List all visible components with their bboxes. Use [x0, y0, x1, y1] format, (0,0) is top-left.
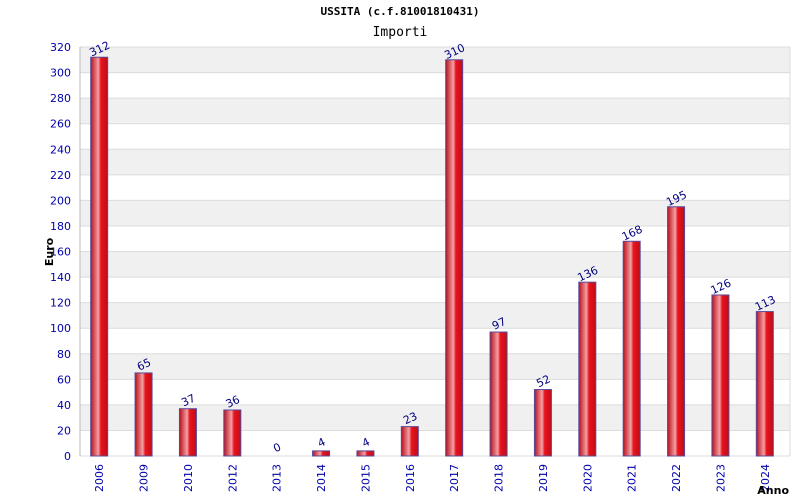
x-tick-label: 2009 — [138, 464, 151, 492]
x-tick-label: 2006 — [93, 464, 106, 492]
bar-2015 — [356, 450, 375, 457]
y-tick-label: 120 — [50, 297, 71, 310]
data-label: 52 — [534, 373, 552, 391]
bar-2010 — [178, 408, 197, 457]
data-label: 37 — [179, 392, 197, 410]
x-tick-label: 2021 — [626, 464, 639, 492]
data-label: 4 — [360, 435, 372, 450]
data-label: 126 — [709, 276, 734, 297]
bar-2019 — [533, 389, 552, 457]
x-tick-label: 2019 — [537, 464, 550, 492]
y-tick-label: 300 — [50, 67, 71, 80]
y-tick-label: 140 — [50, 271, 71, 284]
y-tick-label: 220 — [50, 169, 71, 182]
x-tick-label: 2012 — [226, 464, 239, 492]
bar-2024 — [755, 311, 774, 457]
bar-2016 — [400, 426, 419, 457]
x-tick-label: 2015 — [359, 464, 372, 492]
y-tick-label: 180 — [50, 220, 71, 233]
x-tick-label: 2013 — [271, 464, 284, 492]
x-tick-label: 2022 — [670, 464, 683, 492]
x-tick-label: 2023 — [714, 464, 727, 492]
bar-2020 — [578, 281, 597, 457]
bar-2022 — [667, 206, 686, 457]
y-tick-label: 160 — [50, 246, 71, 259]
data-label: 65 — [135, 356, 153, 374]
y-tick-label: 60 — [57, 373, 71, 386]
bar-2023 — [711, 294, 730, 457]
chart-subtitle: Importi — [372, 25, 428, 40]
data-label: 0 — [271, 440, 283, 455]
grid-band — [80, 47, 790, 73]
x-tick-label: 2017 — [448, 464, 461, 492]
y-tick-label: 80 — [57, 348, 71, 361]
y-tick-label: 320 — [50, 41, 71, 54]
y-tick-label: 280 — [50, 92, 71, 105]
x-tick-label: 2024 — [759, 464, 772, 492]
bar-2009 — [134, 372, 153, 457]
y-tick-label: 20 — [57, 424, 71, 437]
grid-band — [80, 98, 790, 124]
data-label: 23 — [401, 410, 419, 428]
y-axis-label: Euro — [43, 237, 56, 266]
x-tick-label: 2018 — [493, 464, 506, 492]
data-label: 4 — [316, 435, 328, 450]
y-tick-label: 0 — [64, 450, 71, 463]
y-tick-label: 260 — [50, 118, 71, 131]
y-tick-label: 200 — [50, 194, 71, 207]
bar-2014 — [312, 450, 331, 457]
bar-2006 — [90, 56, 109, 457]
bar-2017 — [445, 59, 464, 457]
x-tick-label: 2016 — [404, 464, 417, 492]
y-tick-label: 100 — [50, 322, 71, 335]
data-label: 36 — [224, 393, 242, 411]
x-axis-label: Anno — [757, 484, 789, 497]
bar-2018 — [489, 331, 508, 457]
chart-title: USSITA (c.f.81001810431) — [320, 5, 480, 18]
y-tick-label: 240 — [50, 143, 71, 156]
bar-2012 — [223, 409, 242, 457]
x-tick-label: 2010 — [182, 464, 195, 492]
grid-band — [80, 149, 790, 175]
data-label: 97 — [490, 315, 508, 333]
x-tick-label: 2014 — [315, 464, 328, 492]
x-tick-label: 2020 — [581, 464, 594, 492]
bar-2021 — [622, 240, 641, 457]
y-tick-label: 40 — [57, 399, 71, 412]
